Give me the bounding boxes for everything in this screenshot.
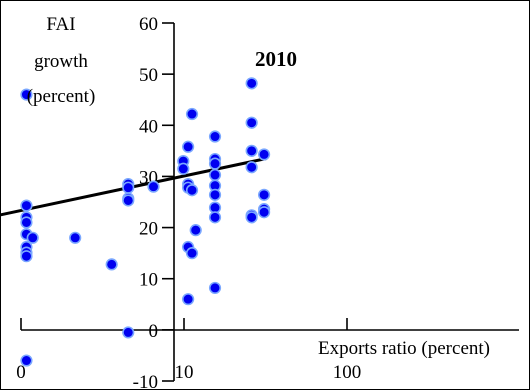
trendline-group <box>1 157 267 217</box>
y-axis-title-line-2: growth <box>34 51 88 72</box>
data-point <box>20 354 33 367</box>
data-point <box>185 107 199 121</box>
data-point <box>208 211 222 224</box>
data-point <box>257 206 271 219</box>
data-point <box>177 162 190 175</box>
data-point <box>20 250 33 263</box>
data-point <box>182 293 195 306</box>
data-point <box>122 181 135 194</box>
data-point <box>105 258 118 271</box>
y-tick-label: 0 <box>149 321 159 342</box>
trendline <box>1 157 267 217</box>
data-point <box>189 224 202 237</box>
data-point <box>20 199 33 212</box>
data-point <box>185 184 199 197</box>
x-tick-label: 10 <box>175 362 194 383</box>
data-point <box>26 231 39 244</box>
x-axis-title: Exports ratio (percent) <box>318 338 490 359</box>
data-point <box>208 157 222 170</box>
data-point <box>147 180 160 193</box>
data-point <box>185 247 199 260</box>
data-point <box>182 140 195 153</box>
y-tick-label: -10 <box>133 372 158 391</box>
y-tick-label: 20 <box>139 219 158 240</box>
y-tick-label: 50 <box>139 65 158 86</box>
data-point <box>245 144 258 157</box>
data-point <box>245 211 258 224</box>
data-point <box>257 148 271 161</box>
y-tick-label: 40 <box>139 116 158 137</box>
y-axis-title-line-3: (percent) <box>27 86 96 107</box>
data-point <box>69 231 82 244</box>
data-point <box>208 188 222 201</box>
chart-title: 2010 <box>255 47 297 71</box>
data-point <box>122 326 135 339</box>
data-points <box>20 77 271 367</box>
x-tick-label: 0 <box>16 362 26 383</box>
data-point <box>122 194 135 207</box>
data-point <box>208 130 222 143</box>
x-tick-label: 100 <box>333 362 362 383</box>
data-point <box>257 188 271 201</box>
data-point <box>208 168 222 181</box>
data-point <box>245 116 258 129</box>
y-tick-label: 10 <box>139 270 158 291</box>
y-tick-label: 60 <box>139 14 158 35</box>
data-point <box>208 281 222 295</box>
data-point <box>20 216 33 229</box>
labels: FAI growth (percent) 2010 Exports ratio … <box>27 14 490 359</box>
y-axis-title-line-1: FAI <box>46 14 75 35</box>
data-point <box>245 161 258 174</box>
data-point <box>20 88 33 101</box>
data-point <box>245 77 258 90</box>
